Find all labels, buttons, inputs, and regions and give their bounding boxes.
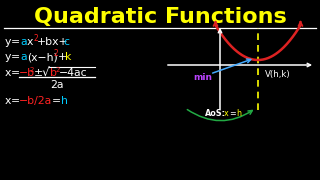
Text: =: = — [11, 37, 20, 47]
Text: 2a: 2a — [50, 80, 63, 90]
Text: y: y — [5, 52, 12, 62]
Text: =: = — [11, 68, 20, 78]
Text: −4ac: −4ac — [59, 68, 88, 78]
Text: min: min — [193, 73, 212, 82]
Text: +bx+: +bx+ — [37, 37, 68, 47]
Text: x: x — [5, 96, 12, 106]
Text: b: b — [50, 68, 57, 78]
Text: a: a — [20, 37, 27, 47]
Text: =: = — [11, 52, 20, 62]
Text: Quadratic Functions: Quadratic Functions — [34, 7, 286, 27]
Text: 2: 2 — [54, 49, 59, 58]
Text: h: h — [61, 96, 68, 106]
Text: x: x — [5, 68, 12, 78]
Text: −b: −b — [19, 68, 35, 78]
Text: h: h — [236, 109, 241, 118]
Text: ±: ± — [34, 68, 43, 78]
Text: √: √ — [42, 66, 50, 80]
Text: a: a — [20, 52, 27, 62]
Text: x: x — [224, 109, 229, 118]
Text: =: = — [52, 96, 61, 106]
Text: AoS:: AoS: — [205, 109, 226, 118]
Text: =: = — [11, 96, 20, 106]
Text: 2: 2 — [33, 34, 38, 43]
Text: =: = — [229, 109, 236, 118]
Text: +: + — [58, 52, 67, 62]
Text: (x−h): (x−h) — [27, 52, 58, 62]
Text: y: y — [5, 37, 12, 47]
Text: −b/2a: −b/2a — [19, 96, 52, 106]
Text: k: k — [65, 52, 71, 62]
Text: 2: 2 — [30, 66, 34, 73]
Text: x: x — [27, 37, 33, 47]
Text: 2: 2 — [56, 66, 60, 73]
Text: V(h,k): V(h,k) — [265, 71, 291, 80]
Text: c: c — [63, 37, 69, 47]
